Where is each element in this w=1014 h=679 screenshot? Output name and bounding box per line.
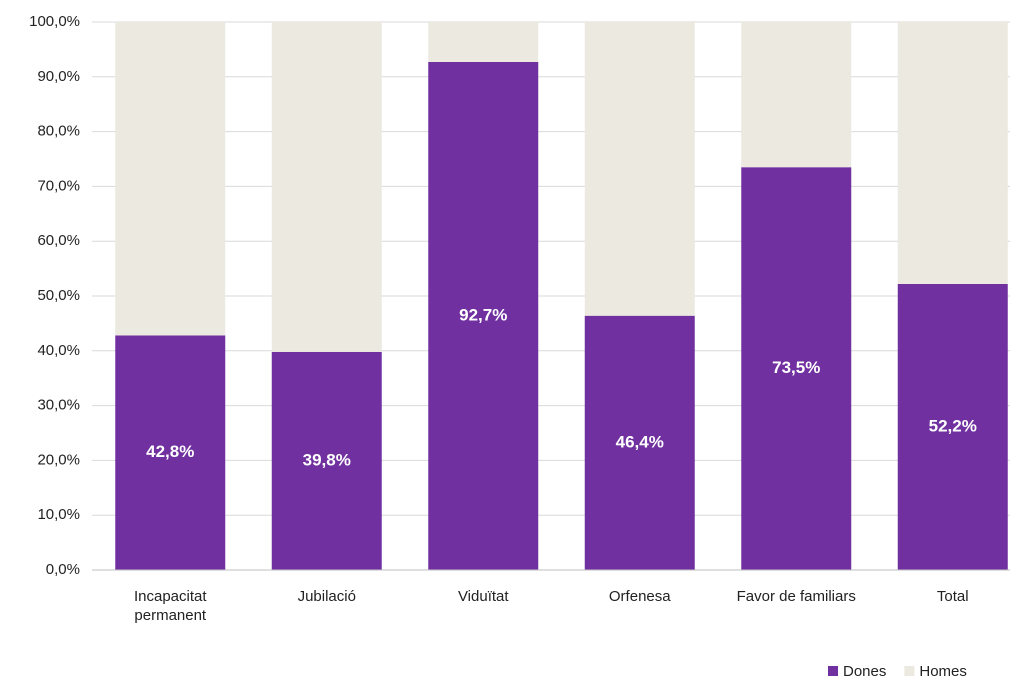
legend-swatch bbox=[904, 666, 915, 676]
value-label: 42,8% bbox=[146, 442, 194, 461]
legend-swatch bbox=[828, 666, 838, 676]
y-tick-label: 80,0% bbox=[37, 123, 80, 140]
y-tick-label: 10,0% bbox=[37, 506, 80, 523]
bar-segment bbox=[115, 22, 226, 336]
bar-segment bbox=[897, 22, 1008, 284]
y-tick-label: 90,0% bbox=[37, 68, 80, 85]
y-tick-label: 30,0% bbox=[37, 397, 80, 414]
legend-label: Dones bbox=[843, 663, 886, 679]
value-label: 73,5% bbox=[772, 358, 820, 377]
y-tick-label: 0,0% bbox=[46, 561, 80, 578]
x-tick-label: Incapacitat permanent bbox=[133, 588, 207, 624]
bar-segment bbox=[741, 167, 852, 570]
bar-segment bbox=[584, 315, 695, 570]
y-tick-label: 50,0% bbox=[37, 287, 80, 304]
x-tick-label: Orfenesa bbox=[608, 588, 671, 605]
bar-segment bbox=[741, 22, 852, 168]
y-tick-label: 100,0% bbox=[29, 13, 80, 30]
x-tick-label: Jubilació bbox=[297, 588, 356, 605]
bar-segment bbox=[271, 22, 382, 352]
x-tick-label: Favor de familiars bbox=[736, 588, 856, 605]
value-label: 52,2% bbox=[929, 416, 977, 435]
value-label: 92,7% bbox=[459, 305, 507, 324]
legend-label: Homes bbox=[919, 663, 967, 679]
value-label: 39,8% bbox=[303, 450, 351, 469]
bar-segment bbox=[115, 335, 226, 570]
y-tick-label: 60,0% bbox=[37, 232, 80, 249]
bar-segment bbox=[271, 351, 382, 570]
y-tick-label: 70,0% bbox=[37, 177, 80, 194]
y-tick-label: 20,0% bbox=[37, 451, 80, 468]
y-tick-label: 40,0% bbox=[37, 342, 80, 359]
x-tick-label: Viduïtat bbox=[457, 588, 509, 605]
bar-segment bbox=[584, 22, 695, 316]
bar-segment bbox=[428, 22, 539, 63]
value-label: 46,4% bbox=[616, 432, 664, 451]
bar-segment bbox=[428, 62, 539, 571]
bar-segment bbox=[897, 283, 1008, 570]
x-tick-label: Total bbox=[936, 588, 969, 605]
